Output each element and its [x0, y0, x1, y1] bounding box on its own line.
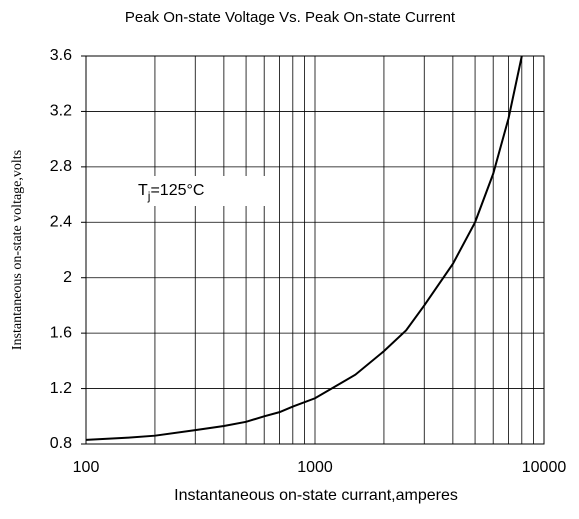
- x-tick-label: 1000: [297, 459, 333, 476]
- annotation-box: [128, 176, 268, 206]
- x-axis-label: Instantaneous on-state currant,amperes: [174, 487, 458, 504]
- y-tick-label: 2.8: [50, 158, 72, 175]
- y-tick-label: 0.8: [50, 435, 72, 452]
- chart-title: Peak On-state Voltage Vs. Peak On-state …: [125, 9, 456, 26]
- y-tick-label: 3.6: [50, 47, 72, 64]
- x-tick-label: 10000: [522, 459, 567, 476]
- y-tick-label: 1.2: [50, 380, 72, 397]
- y-tick-label: 2.4: [50, 214, 72, 231]
- annotation-main: T: [138, 182, 148, 199]
- plot-frame: [85, 55, 545, 445]
- y-axis-label: Instantaneous on-state voltage,volts: [10, 150, 25, 350]
- annotation-sub: j: [147, 189, 151, 203]
- annotation-rest: =125°C: [150, 182, 204, 199]
- y-tick-label: 1.6: [50, 324, 72, 341]
- y-tick-label: 2: [63, 269, 72, 286]
- annotation: Tj=125°C: [138, 182, 204, 203]
- y-tick-label: 3.2: [50, 103, 72, 120]
- curve: [85, 55, 523, 441]
- x-tick-label: 100: [73, 459, 100, 476]
